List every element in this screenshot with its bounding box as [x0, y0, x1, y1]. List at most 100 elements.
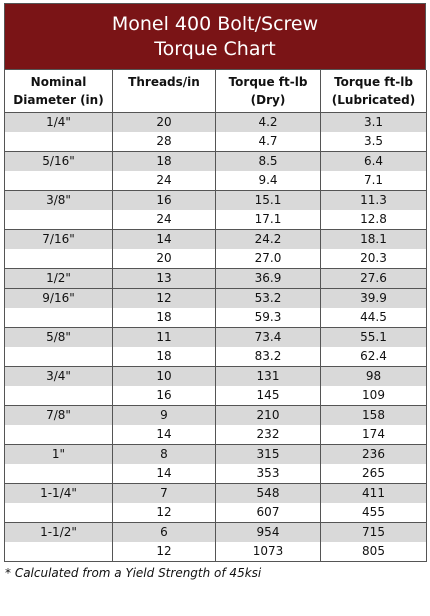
diameter-cell: [4, 346, 113, 366]
title-line-2: Torque Chart: [154, 37, 276, 60]
table-row: 1" 8 315 236: [4, 443, 427, 464]
diameter-cell: [4, 502, 113, 522]
table-row: 3/4" 10 131 98: [4, 365, 427, 386]
torque-dry-cell: 607: [215, 502, 321, 522]
table-row: 24 9.4 7.1: [4, 170, 427, 190]
threads-cell: 12: [112, 502, 216, 522]
torque-dry-cell: 53.2: [215, 287, 321, 308]
threads-cell: 18: [112, 346, 216, 366]
table-row: 5/8" 11 73.4 55.1: [4, 326, 427, 347]
torque-dry-cell: 8.5: [215, 150, 321, 171]
diameter-cell: 3/8": [4, 189, 113, 210]
threads-cell: 18: [112, 150, 216, 171]
diameter-cell: [4, 463, 113, 483]
torque-dry-cell: 954: [215, 521, 321, 542]
table-row: 3/8" 16 15.1 11.3: [4, 189, 427, 210]
torque-lubricated-cell: 3.5: [320, 131, 427, 151]
header-diameter: Nominal Diameter (in): [4, 70, 113, 113]
torque-lubricated-cell: 7.1: [320, 170, 427, 190]
threads-cell: 8: [112, 443, 216, 464]
header-threads: Threads/in: [112, 70, 216, 113]
threads-cell: 14: [112, 228, 216, 249]
torque-dry-cell: 36.9: [215, 267, 321, 288]
torque-dry-cell: 27.0: [215, 248, 321, 268]
torque-lubricated-cell: 20.3: [320, 248, 427, 268]
torque-lubricated-cell: 158: [320, 404, 427, 425]
diameter-cell: [4, 541, 113, 562]
chart-title: Monel 400 Bolt/Screw Torque Chart: [4, 3, 426, 70]
threads-cell: 14: [112, 424, 216, 444]
threads-cell: 14: [112, 463, 216, 483]
torque-dry-cell: 24.2: [215, 228, 321, 249]
torque-lubricated-cell: 715: [320, 521, 427, 542]
threads-cell: 11: [112, 326, 216, 347]
torque-lubricated-cell: 805: [320, 541, 427, 562]
table-row: 1/4" 20 4.2 3.1: [4, 111, 427, 132]
torque-lubricated-cell: 174: [320, 424, 427, 444]
table-row: 14 232 174: [4, 424, 427, 444]
torque-dry-cell: 59.3: [215, 307, 321, 327]
threads-cell: 24: [112, 170, 216, 190]
threads-cell: 20: [112, 111, 216, 132]
threads-cell: 7: [112, 482, 216, 503]
torque-dry-cell: 145: [215, 385, 321, 405]
diameter-cell: 5/8": [4, 326, 113, 347]
table-row: 7/16" 14 24.2 18.1: [4, 228, 427, 249]
diameter-cell: [4, 209, 113, 229]
torque-lubricated-cell: 39.9: [320, 287, 427, 308]
diameter-cell: 5/16": [4, 150, 113, 171]
torque-dry-cell: 131: [215, 365, 321, 386]
diameter-cell: [4, 307, 113, 327]
threads-cell: 18: [112, 307, 216, 327]
torque-dry-cell: 4.7: [215, 131, 321, 151]
title-line-1: Monel 400 Bolt/Screw: [111, 12, 319, 35]
torque-dry-cell: 15.1: [215, 189, 321, 210]
threads-cell: 16: [112, 189, 216, 210]
torque-lubricated-cell: 3.1: [320, 111, 427, 132]
torque-lubricated-cell: 98: [320, 365, 427, 386]
torque-lubricated-cell: 12.8: [320, 209, 427, 229]
diameter-cell: 1": [4, 443, 113, 464]
table-row: 18 83.2 62.4: [4, 346, 427, 366]
torque-lubricated-cell: 411: [320, 482, 427, 503]
torque-lubricated-cell: 6.4: [320, 150, 427, 171]
table-row: 12 1073 805: [4, 541, 427, 562]
table-row: 1-1/4" 7 548 411: [4, 482, 427, 503]
torque-table: Nominal Diameter (in) Threads/in Torque …: [4, 70, 427, 562]
diameter-cell: 1-1/4": [4, 482, 113, 503]
torque-dry-cell: 17.1: [215, 209, 321, 229]
header-row: Nominal Diameter (in) Threads/in Torque …: [4, 70, 427, 113]
torque-lubricated-cell: 27.6: [320, 267, 427, 288]
threads-cell: 12: [112, 287, 216, 308]
table-row: 18 59.3 44.5: [4, 307, 427, 327]
diameter-cell: 1/2": [4, 267, 113, 288]
threads-cell: 10: [112, 365, 216, 386]
torque-lubricated-cell: 55.1: [320, 326, 427, 347]
table-row: 1/2" 13 36.9 27.6: [4, 267, 427, 288]
diameter-cell: [4, 131, 113, 151]
torque-dry-cell: 315: [215, 443, 321, 464]
diameter-cell: 1/4": [4, 111, 113, 132]
torque-lubricated-cell: 455: [320, 502, 427, 522]
footnote: * Calculated from a Yield Strength of 45…: [5, 565, 262, 580]
table-row: 5/16" 18 8.5 6.4: [4, 150, 427, 171]
torque-lubricated-cell: 109: [320, 385, 427, 405]
diameter-cell: 1-1/2": [4, 521, 113, 542]
torque-dry-cell: 9.4: [215, 170, 321, 190]
torque-dry-cell: 1073: [215, 541, 321, 562]
diameter-cell: [4, 170, 113, 190]
table-row: 7/8" 9 210 158: [4, 404, 427, 425]
torque-dry-cell: 73.4: [215, 326, 321, 347]
torque-lubricated-cell: 44.5: [320, 307, 427, 327]
table-row: 16 145 109: [4, 385, 427, 405]
torque-lubricated-cell: 62.4: [320, 346, 427, 366]
table-body: 1/4" 20 4.2 3.1 28 4.7 3.5 5/16" 18 8.5 6.4 24 9.4 7.…: [4, 111, 427, 562]
diameter-cell: [4, 385, 113, 405]
torque-dry-cell: 210: [215, 404, 321, 425]
threads-cell: 16: [112, 385, 216, 405]
torque-lubricated-cell: 11.3: [320, 189, 427, 210]
table-row: 1-1/2" 6 954 715: [4, 521, 427, 542]
table-row: 9/16" 12 53.2 39.9: [4, 287, 427, 308]
header-dry: Torque ft-lb (Dry): [215, 70, 321, 113]
torque-dry-cell: 548: [215, 482, 321, 503]
